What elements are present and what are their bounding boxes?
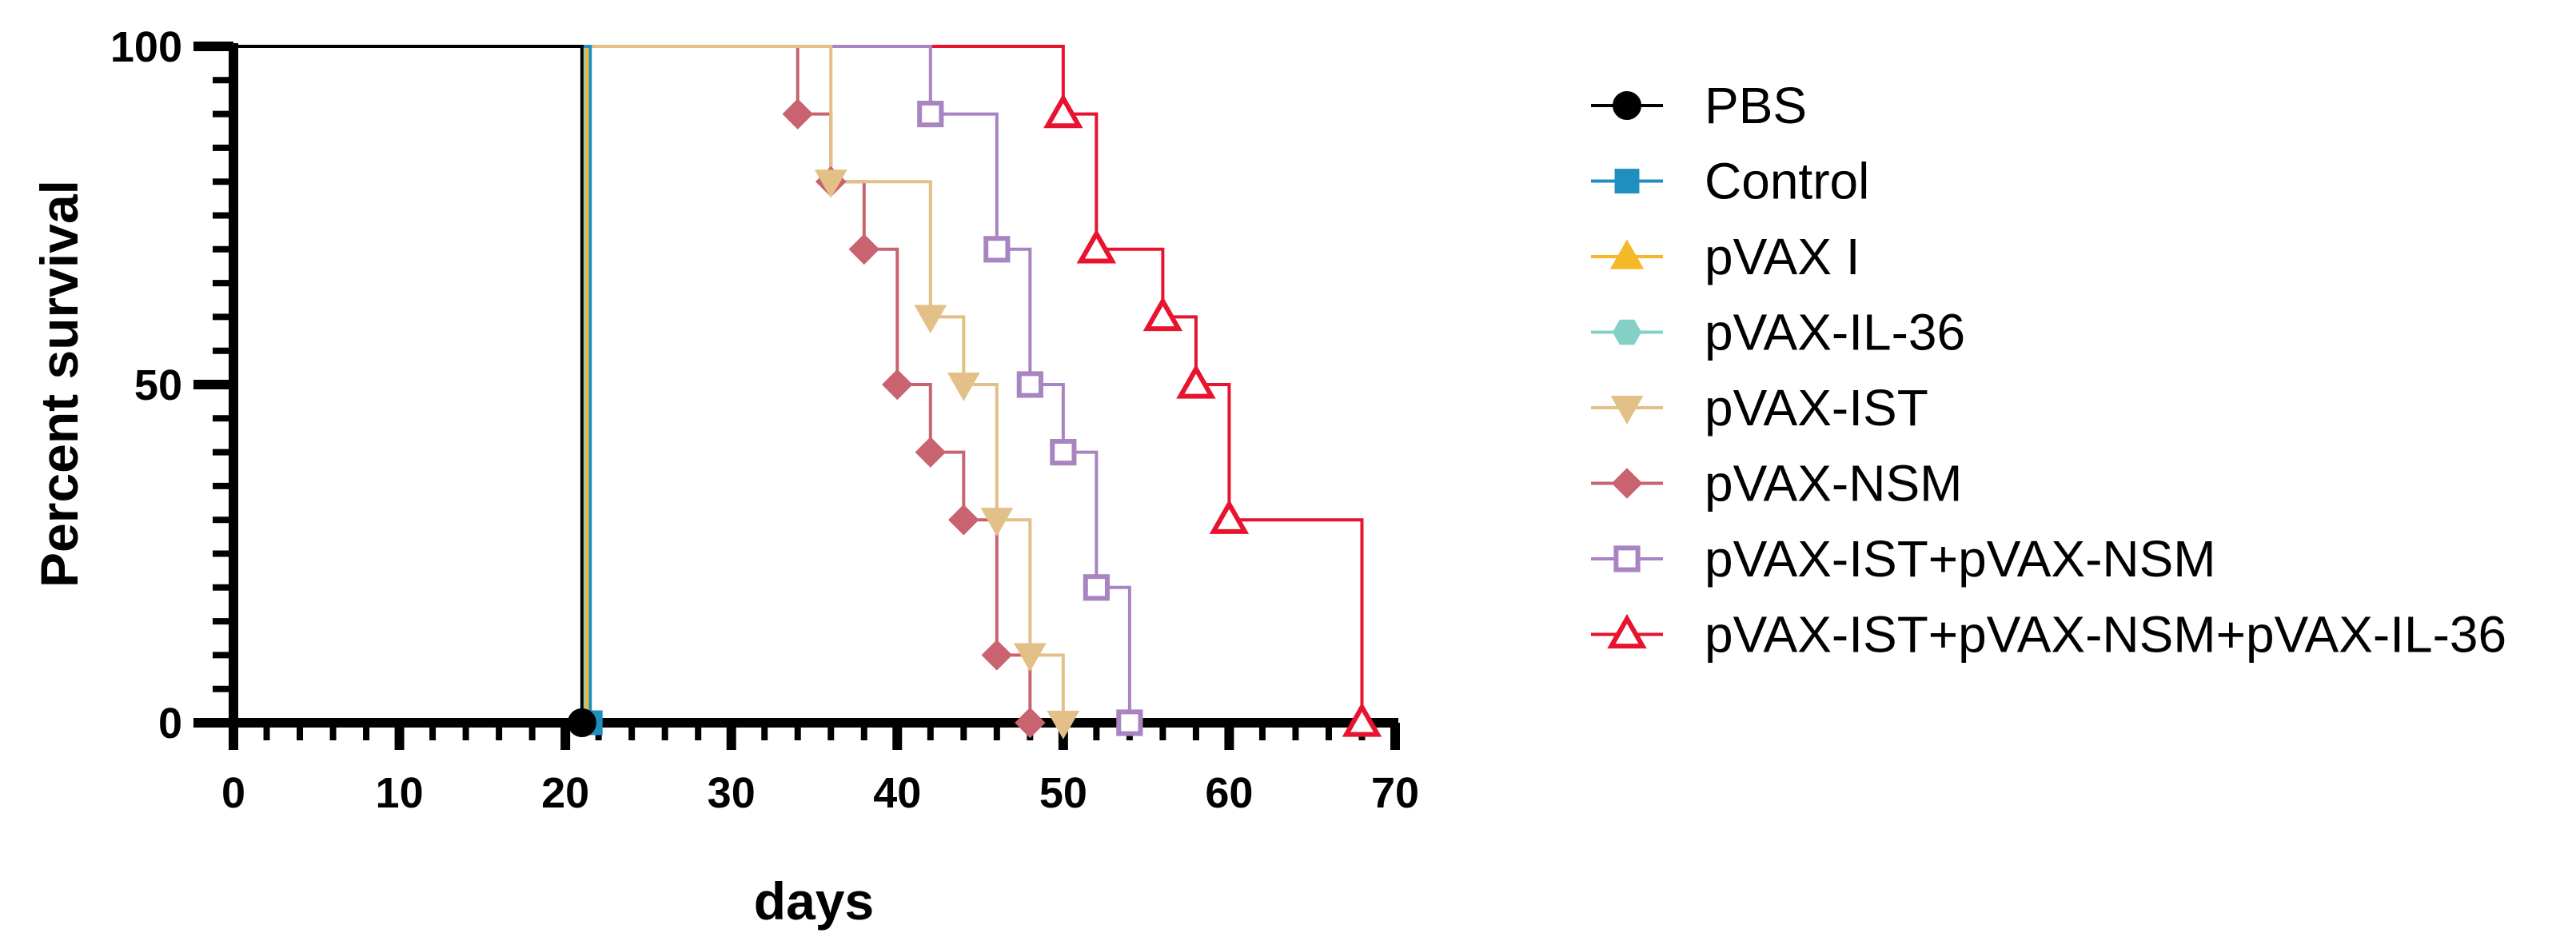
legend-label-pbs: PBS [1705, 77, 1807, 134]
data-point-pvax-ist [1015, 644, 1045, 670]
legend-label-pvax-i: pVAX I [1705, 228, 1860, 285]
series-line-control [233, 46, 590, 723]
survival-chart-svg: 0 10 20 30 40 50 60 70 0 50 100 days Percent survi… [0, 0, 2576, 941]
data-point-pbs [568, 709, 596, 736]
data-point-pvax-nsm [949, 505, 978, 534]
legend-label-pvax-nsm: pVAX-NSM [1705, 455, 1962, 512]
data-point-pvax-ist-pvax-nsm-pvax-il-36 [1047, 98, 1079, 126]
legend-label-pvax-ist-pvax-nsm-pvax-il-36: pVAX-IST+pVAX-NSM+pVAX-IL-36 [1705, 606, 2506, 664]
data-point-pvax-ist-pvax-nsm [1052, 441, 1074, 463]
legend-label-pvax-ist: pVAX-IST [1705, 379, 1928, 437]
y-tick-label: 100 [110, 23, 182, 71]
x-tick-label: 20 [541, 769, 589, 817]
data-point-pvax-nsm [916, 438, 945, 467]
legend-marker-pbs [1613, 92, 1641, 119]
series-line-pbs [233, 46, 582, 723]
x-tick-label: 10 [376, 769, 424, 817]
legend-marker-pvax-nsm [1613, 469, 1641, 498]
data-point-pvax-ist-pvax-nsm [986, 238, 1007, 260]
data-point-pvax-ist-pvax-nsm [919, 103, 941, 125]
y-axis-title: Percent survival [30, 180, 89, 588]
data-point-pvax-ist-pvax-nsm-pvax-il-36 [1081, 233, 1112, 261]
legend-marker-control [1616, 169, 1639, 193]
legend-label-pvax-ist-pvax-nsm: pVAX-IST+pVAX-NSM [1705, 530, 2216, 588]
data-point-pvax-nsm [850, 235, 879, 264]
x-tick-label: 30 [708, 769, 756, 817]
marker-layer [568, 98, 1378, 738]
legend-marker-pvax-il-36 [1613, 321, 1641, 344]
data-point-pvax-nsm [784, 100, 812, 129]
x-tick-label: 60 [1205, 769, 1253, 817]
legend-label-pvax-il-36: pVAX-IL-36 [1705, 304, 1965, 361]
data-point-pvax-ist [982, 508, 1011, 535]
data-point-pvax-ist [915, 305, 945, 332]
legend-marker-pvax-ist-pvax-nsm-pvax-il-36 [1611, 619, 1642, 646]
series-line-pvax-ist [233, 46, 1063, 723]
data-point-pvax-nsm [1015, 708, 1044, 737]
series-line-pvax-i [233, 46, 587, 723]
legend-label-control: Control [1705, 153, 1869, 210]
x-tick-label: 0 [221, 769, 245, 817]
y-tick-label: 50 [134, 361, 182, 409]
legend: PBS Control pVAX I pVAX-IL-36 pVAX-IST pVAX-N… [1591, 77, 2506, 664]
legend-marker-pvax-ist-pvax-nsm [1616, 548, 1637, 569]
data-point-pvax-ist-pvax-nsm [1086, 576, 1107, 598]
data-point-pvax-ist-pvax-nsm [1119, 712, 1140, 733]
data-point-pvax-ist-pvax-nsm-pvax-il-36 [1214, 504, 1245, 532]
x-tick-label: 50 [1039, 769, 1087, 817]
ticks-layer: 0 10 20 30 40 50 60 70 0 50 100 [110, 23, 1419, 817]
data-point-pvax-nsm [883, 370, 911, 399]
data-point-pvax-ist-pvax-nsm-pvax-il-36 [1180, 369, 1211, 396]
series-line-pvax-il-36 [233, 46, 585, 723]
x-axis-title: days [754, 871, 874, 931]
survival-chart: 0 10 20 30 40 50 60 70 0 50 100 days Percent survi… [0, 0, 2576, 941]
x-tick-label: 70 [1371, 769, 1419, 817]
data-point-pvax-ist-pvax-nsm-pvax-il-36 [1147, 301, 1178, 329]
data-point-pvax-nsm [983, 641, 1011, 670]
data-point-pvax-ist-pvax-nsm [1019, 373, 1041, 395]
x-tick-label: 40 [873, 769, 921, 817]
legend-marker-pvax-i [1611, 241, 1642, 268]
legend-marker-pvax-ist [1612, 397, 1641, 423]
data-point-pvax-ist [949, 373, 979, 400]
y-tick-label: 0 [158, 700, 182, 748]
